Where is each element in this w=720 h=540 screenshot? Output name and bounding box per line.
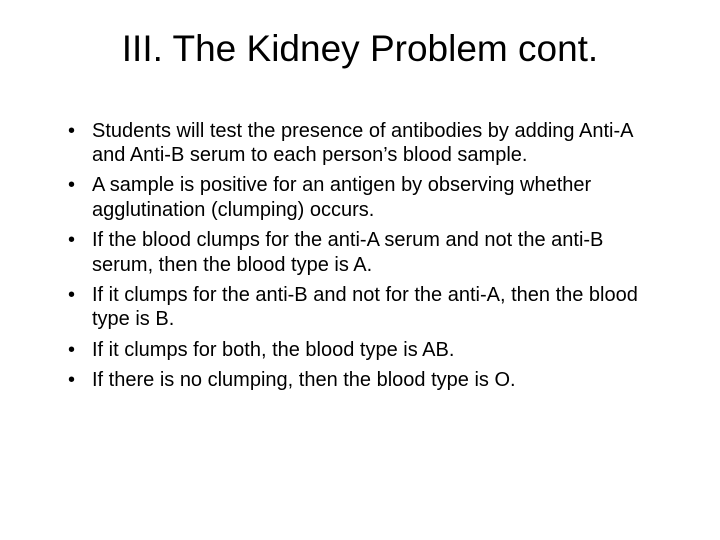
list-item: Students will test the presence of antib…: [68, 119, 670, 168]
slide: III. The Kidney Problem cont. Students w…: [0, 0, 720, 540]
list-item: If there is no clumping, then the blood …: [68, 368, 670, 392]
list-item: If the blood clumps for the anti-A serum…: [68, 228, 670, 277]
list-item: A sample is positive for an antigen by o…: [68, 173, 670, 222]
list-item: If it clumps for the anti-B and not for …: [68, 283, 670, 332]
list-item: If it clumps for both, the blood type is…: [68, 338, 670, 362]
slide-title: III. The Kidney Problem cont.: [50, 28, 670, 71]
bullet-list: Students will test the presence of antib…: [50, 119, 670, 393]
